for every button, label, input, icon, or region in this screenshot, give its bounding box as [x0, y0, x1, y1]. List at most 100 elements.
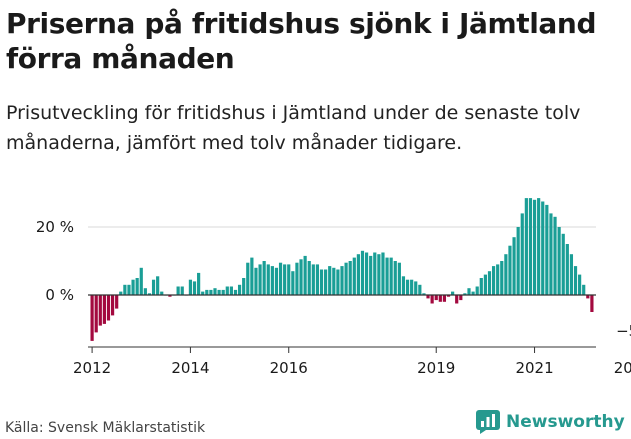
bar [291, 271, 295, 295]
bar [565, 244, 569, 295]
bar [237, 284, 242, 295]
bar [512, 237, 516, 295]
bar [192, 281, 197, 295]
x-tick-label: 2021 [515, 359, 553, 377]
bar [418, 284, 422, 295]
bar [385, 257, 389, 295]
bar [147, 293, 152, 295]
bar [229, 286, 233, 295]
bar [131, 279, 135, 295]
bar [160, 291, 164, 295]
bar [393, 261, 397, 295]
bar [176, 286, 180, 295]
bar [364, 252, 369, 295]
bar [287, 264, 291, 295]
bar [369, 255, 373, 295]
bar [352, 257, 356, 295]
brand-name: Newsworthy [506, 412, 625, 432]
bar [496, 264, 500, 295]
bar [303, 255, 307, 295]
bar [426, 295, 430, 299]
bar [401, 276, 406, 295]
bar [213, 288, 217, 295]
bar [340, 266, 344, 295]
bar [307, 261, 311, 295]
bar [520, 213, 524, 295]
bar [463, 293, 467, 295]
bar [479, 278, 483, 295]
bar [430, 295, 434, 304]
bar [573, 266, 578, 295]
bar [274, 267, 279, 295]
bar [414, 281, 418, 295]
bar [471, 291, 475, 295]
bar [250, 257, 254, 295]
bar [151, 279, 156, 295]
bar [537, 198, 541, 295]
bar [446, 295, 451, 297]
bar [311, 264, 315, 295]
bar [90, 295, 94, 341]
bar [180, 286, 184, 295]
bar [225, 286, 229, 295]
bar [590, 295, 594, 312]
bar [545, 204, 549, 295]
bar [524, 198, 528, 295]
bar [102, 295, 106, 324]
bar [315, 264, 320, 295]
bar [242, 278, 246, 295]
last-value-annotation: −5 % [616, 322, 631, 340]
axis-layer [88, 294, 596, 353]
newsworthy-logo-icon [476, 410, 500, 434]
bar [344, 262, 348, 295]
bar [491, 266, 496, 295]
bar [332, 267, 336, 295]
bar [336, 269, 340, 295]
x-tick-label: 2019 [417, 359, 455, 377]
bar [438, 295, 442, 302]
bar [459, 295, 463, 301]
bar [389, 257, 393, 295]
bar [139, 267, 143, 295]
bar [586, 295, 590, 299]
bar [110, 295, 115, 316]
bar [397, 262, 401, 295]
bar [127, 284, 131, 295]
bar [549, 213, 553, 295]
bar [295, 262, 299, 295]
bar [582, 284, 586, 295]
bar [553, 216, 557, 295]
bar [254, 267, 258, 295]
bar [123, 284, 127, 295]
bar [143, 288, 147, 295]
chart-subtitle: Prisutveckling för fritidshus i Jämtland… [6, 102, 581, 154]
brand-logo[interactable]: Newsworthy [476, 410, 625, 434]
bar [532, 199, 537, 295]
bar [422, 293, 426, 295]
bar [500, 261, 504, 295]
bar [209, 289, 213, 295]
bar [442, 295, 447, 302]
bar [233, 289, 238, 295]
source-note: Källa: Svensk Mäklarstatistik [5, 420, 206, 436]
x-tick-label: 2016 [270, 359, 308, 377]
bar [115, 295, 119, 309]
bar [356, 254, 360, 295]
bar [561, 233, 565, 295]
bar [270, 266, 274, 295]
bar [205, 289, 209, 295]
bar [188, 279, 193, 295]
bar [328, 266, 332, 295]
bar [283, 264, 287, 295]
bar [467, 288, 471, 295]
bar [410, 279, 414, 295]
bar [201, 291, 205, 295]
bar [487, 271, 492, 295]
bar [483, 274, 487, 295]
bar [266, 264, 270, 295]
bar [262, 261, 266, 295]
bar [541, 201, 545, 295]
bar [373, 252, 377, 295]
bar [94, 295, 98, 333]
